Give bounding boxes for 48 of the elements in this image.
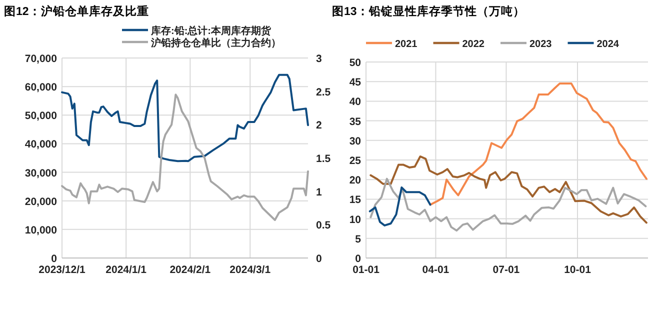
y-tick-label: 40 — [349, 96, 362, 108]
legend-label: 2024 — [596, 39, 620, 50]
x-tick-label: 2024/1/1 — [106, 264, 147, 276]
y2-tick-label: 0.5 — [316, 220, 331, 232]
x-tick-label: 2024/3/1 — [230, 264, 271, 276]
y-tick-label: 0 — [51, 253, 58, 265]
line-series — [429, 82, 648, 206]
y2-tick-label: 1.5 — [316, 153, 331, 165]
legend-label: 沪铅持仓仓单比（主力合约） — [150, 37, 281, 49]
y-tick-label: 50 — [349, 57, 362, 69]
y2-tick-label: 2.5 — [316, 86, 331, 98]
legend-label: 2023 — [530, 39, 552, 50]
y-tick-label: 50,000 — [24, 110, 58, 122]
y-tick-label: 30,000 — [24, 167, 58, 180]
y-tick-label: 45 — [349, 76, 362, 89]
y-tick-label: 15 — [349, 194, 362, 206]
line-series — [368, 186, 432, 226]
x-tick-label: 2023/12/1 — [38, 264, 86, 276]
y-tick-label: 10 — [349, 214, 362, 226]
y-tick-label: 20,000 — [24, 196, 58, 208]
y2-tick-label: 1 — [316, 186, 322, 198]
y-tick-label: 40,000 — [24, 138, 58, 151]
x-tick-label: 10-01 — [564, 264, 592, 276]
x-tick-label: 04-01 — [422, 264, 450, 276]
line-series — [61, 74, 309, 162]
legend-label: 库存:铅:总计:本周库存期货 — [150, 25, 272, 37]
chart-title: 图12：沪铅仓单库存及比重 — [4, 4, 149, 18]
y-tick-label: 10,000 — [24, 224, 58, 236]
legend-label: 2021 — [395, 39, 418, 50]
y2-tick-label: 3 — [316, 53, 322, 65]
y-tick-label: 5 — [355, 233, 362, 246]
y-tick-label: 0 — [355, 253, 362, 265]
y-tick-label: 70,000 — [24, 53, 58, 65]
line-series — [370, 155, 648, 224]
chart-title: 图13：铅锭显性库存季节性（万吨） — [332, 4, 525, 18]
y-tick-label: 25 — [349, 155, 362, 167]
y-tick-label: 20 — [349, 174, 362, 187]
y2-tick-label: 0 — [316, 253, 322, 265]
x-tick-label: 07-01 — [492, 264, 520, 276]
y-tick-label: 30 — [349, 135, 362, 148]
x-tick-label: 2024/2/1 — [170, 264, 211, 276]
y2-tick-label: 2 — [316, 120, 322, 132]
line-series — [370, 178, 647, 232]
legend-label: 2022 — [462, 39, 485, 50]
x-tick-label: 01-01 — [352, 264, 380, 276]
y-tick-label: 35 — [349, 116, 362, 128]
line-series — [61, 94, 309, 221]
y-tick-label: 60,000 — [24, 82, 58, 94]
